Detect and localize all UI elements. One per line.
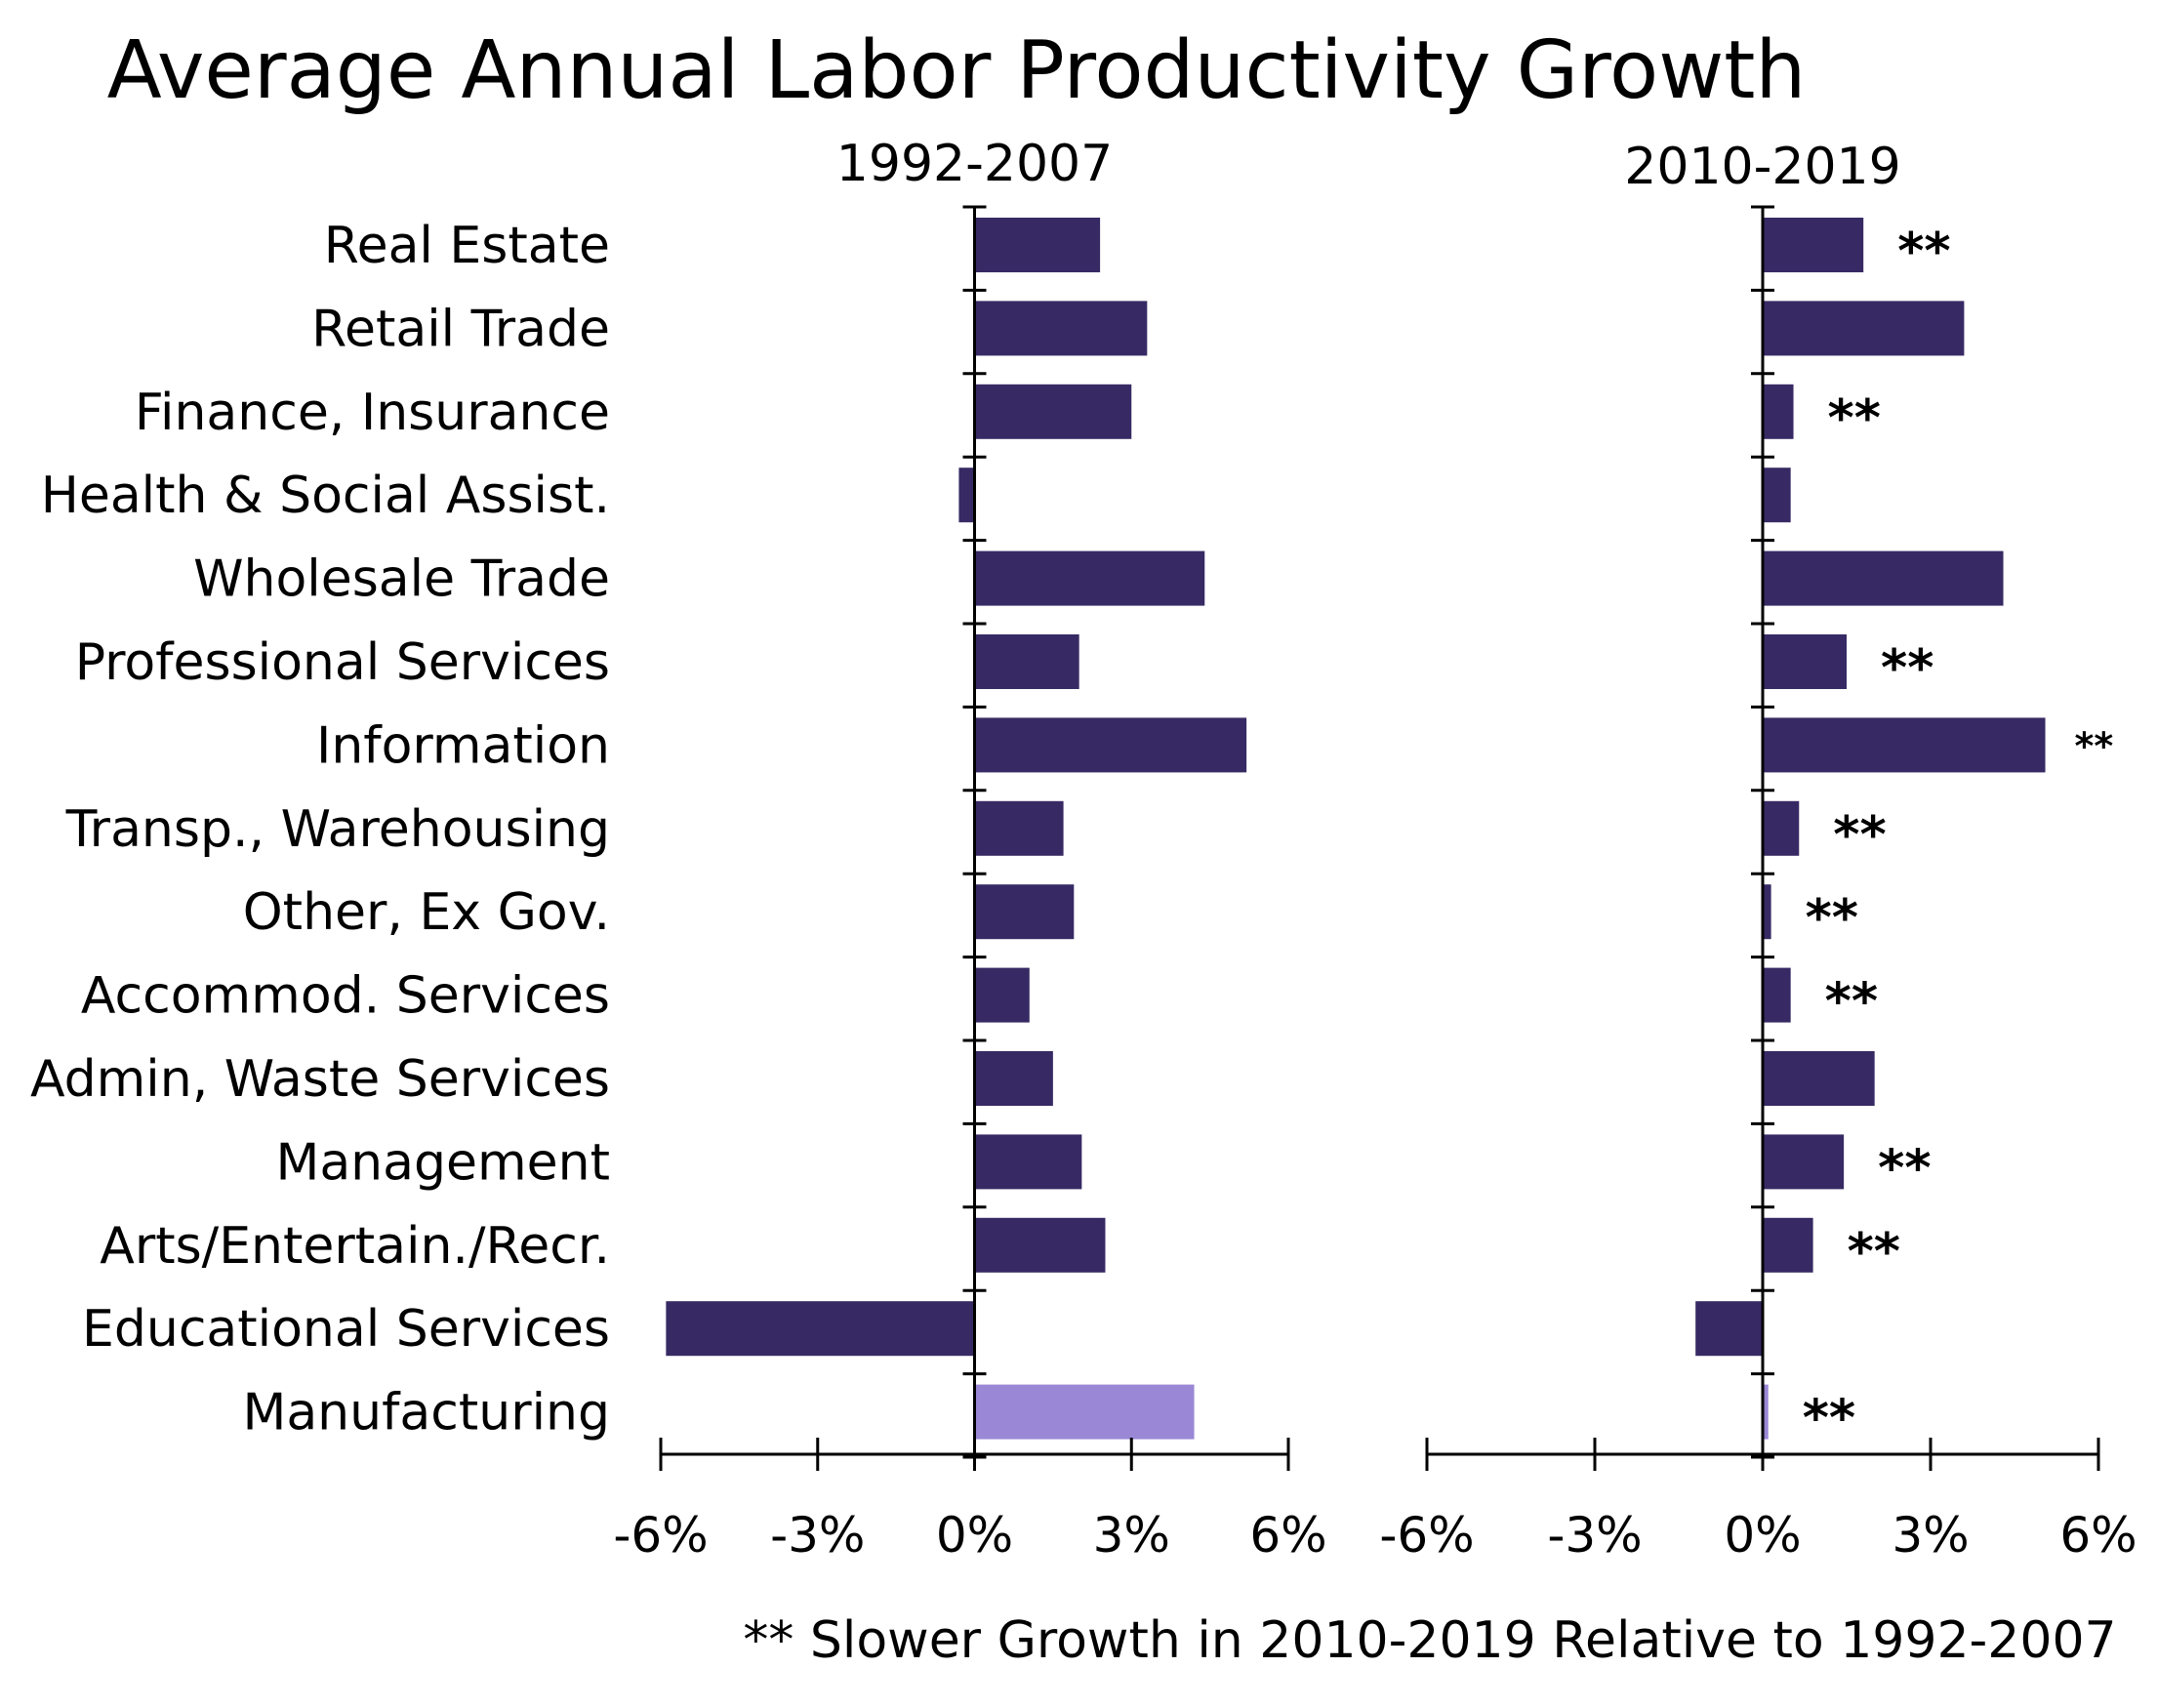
bar-1992-2007-transp-warehousing: [974, 800, 1064, 856]
bar-1992-2007-health-social-assist: [958, 468, 975, 523]
category-label-real-estate: Real Estate: [324, 217, 610, 275]
bar-1992-2007-educational-services: [666, 1301, 975, 1357]
bar-2010-2019-other-ex-gov: [1763, 884, 1771, 940]
bar-1992-2007-admin-waste-services: [974, 1051, 1053, 1106]
x-tick-label: 6%: [2059, 1507, 2137, 1564]
bar-1992-2007-information: [974, 717, 1247, 773]
bar-1992-2007-accommod-services: [974, 967, 1030, 1023]
category-label-manufacturing: Manufacturing: [242, 1384, 610, 1443]
bar-2010-2019-educational-services: [1695, 1301, 1763, 1357]
x-tick-label: 0%: [1724, 1507, 1801, 1564]
bar-1992-2007-wholesale-trade: [974, 550, 1205, 606]
bar-1992-2007-finance-insurance: [974, 384, 1132, 439]
bar-2010-2019-management: [1763, 1134, 1845, 1190]
panel-title-1992-2007: 1992-2007: [836, 135, 1113, 193]
x-tick-label: -3%: [770, 1507, 865, 1564]
category-label-professional-services: Professional Services: [75, 633, 610, 692]
bar-2010-2019-arts-entertain-recr: [1763, 1217, 1813, 1273]
bar-2010-2019-information: [1763, 717, 2046, 773]
panel-2010-2019: 2010-2019 -6% -3% 0% 3% 6% ** ** ** ** ** ** ** ** ** *…: [1379, 138, 2137, 1564]
bar-2010-2019-admin-waste-services: [1763, 1051, 1875, 1106]
slower-growth-marker-arts-entertain-recr: **: [1848, 1223, 1900, 1281]
category-label-arts-entertain-recr: Arts/Entertain./Recr.: [100, 1217, 610, 1276]
bar-2010-2019-manufacturing: [1763, 1384, 1769, 1440]
bar-1992-2007-management: [974, 1134, 1082, 1190]
panel-title-2010-2019: 2010-2019: [1624, 138, 1900, 196]
slower-growth-marker-management: **: [1878, 1139, 1931, 1198]
x-tick-label: 0%: [936, 1507, 1013, 1564]
bar-1992-2007-retail-trade: [974, 301, 1148, 356]
category-label-finance-insurance: Finance, Insurance: [135, 384, 610, 442]
bar-2010-2019-health-social-assist: [1763, 468, 1791, 523]
bar-1992-2007-real-estate: [974, 218, 1101, 272]
category-labels: Real Estate Retail Trade Finance, Insuranc…: [30, 217, 610, 1443]
slower-growth-marker-information: **: [2075, 724, 2114, 767]
bar-2010-2019-wholesale-trade: [1763, 550, 2004, 606]
slower-growth-marker-real-estate: **: [1897, 223, 1950, 281]
x-tick-label: -6%: [1379, 1507, 1474, 1564]
slower-growth-marker-accommod-services: **: [1825, 973, 1878, 1032]
slower-growth-marker-transp-warehousing: **: [1833, 806, 1886, 865]
category-label-other-ex-gov: Other, Ex Gov.: [243, 883, 610, 942]
category-label-admin-waste-services: Admin, Waste Services: [30, 1050, 610, 1109]
footnote: ** Slower Growth in 2010-2019 Relative t…: [743, 1611, 2116, 1670]
panels: 1992-2007 -6% -3% 0% 3% 6% 2010-2019 -6% -3% 0% 3%…: [613, 135, 2137, 1564]
slower-growth-marker-manufacturing: **: [1803, 1390, 1855, 1448]
slower-growth-marker-finance-insurance: **: [1828, 389, 1881, 448]
bar-1992-2007-manufacturing: [974, 1384, 1195, 1440]
slower-growth-marker-other-ex-gov: **: [1806, 889, 1858, 948]
bar-2010-2019-real-estate: [1763, 218, 1864, 272]
x-tick-label: -6%: [613, 1507, 708, 1564]
x-tick-label: 3%: [1093, 1507, 1170, 1564]
panel-1992-2007: 1992-2007 -6% -3% 0% 3% 6%: [613, 135, 1326, 1564]
bar-2010-2019-retail-trade: [1763, 301, 1965, 356]
category-label-information: Information: [316, 716, 610, 775]
category-label-transp-warehousing: Transp., Warehousing: [65, 800, 610, 859]
category-label-educational-services: Educational Services: [82, 1300, 610, 1359]
bar-2010-2019-professional-services: [1763, 634, 1847, 689]
category-label-wholesale-trade: Wholesale Trade: [193, 550, 610, 609]
x-tick-label: 6%: [1249, 1507, 1326, 1564]
category-label-accommod-services: Accommod. Services: [81, 967, 610, 1026]
x-tick-label: -3%: [1547, 1507, 1642, 1564]
bar-2010-2019-accommod-services: [1763, 967, 1791, 1023]
x-tick-label: 3%: [1892, 1507, 1969, 1564]
bar-1992-2007-professional-services: [974, 634, 1079, 689]
chart-title: Average Annual Labor Productivity Growth: [107, 24, 1807, 117]
category-label-health-social-assist: Health & Social Assist.: [41, 467, 610, 525]
bar-2010-2019-transp-warehousing: [1763, 800, 1800, 856]
category-label-retail-trade: Retail Trade: [311, 300, 610, 358]
bar-1992-2007-arts-entertain-recr: [974, 1217, 1106, 1273]
slower-growth-marker-professional-services: **: [1881, 639, 1933, 698]
bar-1992-2007-other-ex-gov: [974, 884, 1075, 940]
bar-2010-2019-finance-insurance: [1763, 384, 1794, 439]
category-label-management: Management: [275, 1133, 610, 1192]
